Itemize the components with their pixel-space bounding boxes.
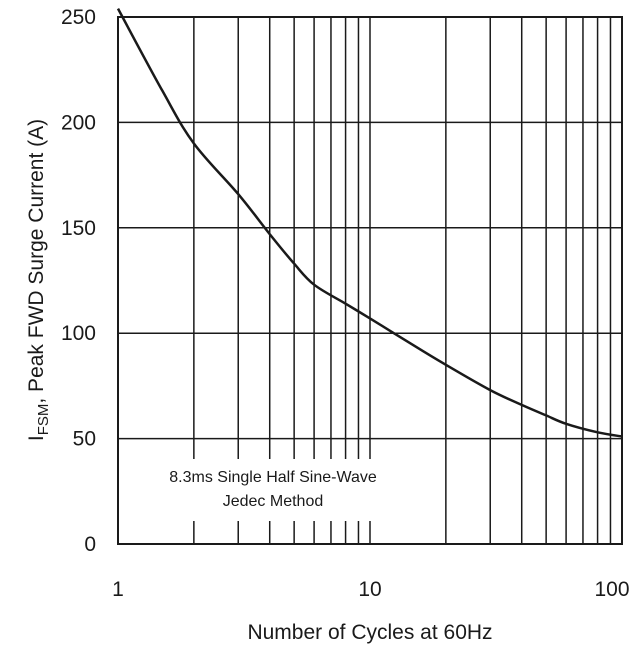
y-tick-label: 150	[61, 217, 96, 240]
y-axis-title-subscript: FSM	[35, 404, 52, 436]
y-tick-label: 200	[61, 111, 96, 134]
y-tick-label: 250	[61, 6, 96, 29]
y-axis-title-rest: , Peak FWD Surge Current (A)	[25, 119, 48, 404]
x-tick-label: 10	[358, 578, 381, 601]
plot-frame	[117, 16, 623, 545]
surge-current-curve	[116, 8, 623, 438]
horizontal-gridlines	[118, 121, 622, 440]
annotation-line-2: Jedec Method	[223, 493, 324, 510]
x-tick-labels: 1 10 100	[112, 578, 629, 601]
annotation-line-1: 8.3ms Single Half Sine-Wave	[169, 469, 377, 486]
y-tick-label: 50	[73, 428, 96, 451]
y-tick-label: 100	[61, 322, 96, 345]
vertical-gridlines	[193, 17, 612, 544]
x-axis-title: Number of Cycles at 60Hz	[247, 621, 492, 644]
y-tick-labels: 0 50 100 150 200 250	[61, 6, 96, 556]
annotation-box	[128, 459, 422, 521]
x-tick-label: 1	[112, 578, 124, 601]
y-tick-label: 0	[84, 533, 96, 556]
x-tick-label: 100	[594, 578, 629, 601]
y-axis-title: IFSM, Peak FWD Surge Current (A)	[25, 119, 52, 441]
y-axis-title-main: I	[25, 435, 48, 441]
